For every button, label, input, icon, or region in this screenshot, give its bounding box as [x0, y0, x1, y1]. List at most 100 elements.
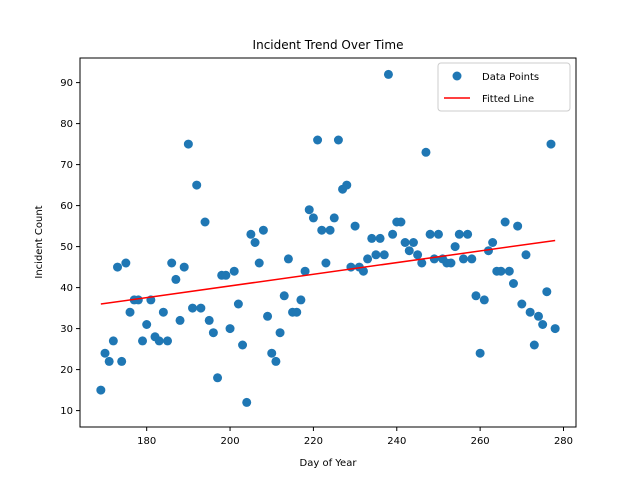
data-point: [413, 250, 423, 260]
data-point: [163, 336, 173, 346]
fitted-line: [100, 239, 556, 305]
y-tick-label: 80: [60, 119, 73, 130]
data-point: [471, 291, 481, 301]
data-point: [379, 250, 389, 260]
data-point: [246, 229, 256, 239]
x-tick-label: 200: [221, 436, 240, 447]
data-point: [263, 311, 273, 321]
data-point: [233, 299, 243, 309]
data-point: [508, 279, 518, 288]
data-point: [179, 262, 189, 272]
data-point: [542, 287, 552, 297]
data-point: [250, 238, 260, 247]
data-point: [458, 254, 468, 264]
data-point: [496, 266, 506, 276]
data-point: [313, 135, 323, 145]
x-tick-label: 220: [304, 436, 323, 447]
data-point: [488, 238, 498, 247]
x-axis-label: Day of Year: [300, 458, 358, 469]
data-point: [550, 324, 560, 334]
data-point: [104, 356, 114, 366]
data-point: [304, 205, 314, 215]
data-point: [521, 250, 531, 260]
data-point: [138, 336, 148, 346]
data-point: [325, 225, 335, 235]
data-point: [300, 266, 310, 276]
data-point: [404, 246, 414, 256]
y-tick-label: 50: [60, 242, 73, 253]
data-point: [400, 238, 410, 247]
data-point: [208, 328, 218, 338]
y-tick-label: 70: [60, 160, 73, 171]
data-point: [329, 213, 339, 223]
y-tick-label: 30: [60, 324, 73, 335]
data-point: [363, 254, 373, 264]
data-point: [429, 254, 439, 264]
data-point: [421, 147, 431, 157]
y-tick-label: 60: [60, 201, 73, 212]
data-point: [204, 315, 214, 325]
data-point: [425, 229, 435, 239]
data-point: [225, 324, 235, 334]
data-point: [396, 217, 406, 227]
data-point: [529, 340, 539, 350]
data-point: [283, 254, 293, 264]
data-point: [213, 373, 223, 383]
data-point: [267, 348, 277, 358]
data-point: [525, 307, 535, 317]
y-tick-label: 40: [60, 283, 73, 294]
data-point: [483, 246, 493, 256]
legend-label: Data Points: [482, 72, 539, 83]
x-tick-label: 280: [554, 436, 573, 447]
data-point: [475, 348, 485, 358]
data-point: [200, 217, 210, 227]
data-point: [479, 295, 489, 305]
data-point: [467, 254, 477, 264]
legend-label: Fitted Line: [482, 94, 534, 105]
data-point: [367, 233, 377, 243]
legend-box: [437, 62, 571, 112]
data-point: [142, 320, 152, 329]
data-point: [221, 270, 231, 280]
data-point: [346, 262, 356, 272]
legend-point-marker: [452, 71, 462, 81]
x-tick-label: 260: [471, 436, 490, 447]
data-point: [504, 266, 514, 276]
x-tick-label: 240: [387, 436, 406, 447]
data-point: [192, 180, 202, 190]
data-point: [538, 320, 548, 329]
data-point: [333, 135, 343, 145]
data-point: [133, 295, 143, 305]
data-point: [100, 348, 110, 358]
data-point: [171, 274, 181, 284]
data-point: [117, 356, 127, 366]
y-tick-label: 90: [60, 78, 73, 89]
data-point: [96, 385, 106, 395]
data-point: [517, 299, 527, 309]
data-point: [113, 262, 123, 272]
data-point: [196, 303, 206, 313]
data-point: [254, 258, 264, 268]
x-tick-label: 180: [137, 436, 156, 447]
data-point: [279, 291, 289, 301]
data-point: [175, 315, 185, 325]
data-point: [238, 340, 248, 350]
axes-frame: [79, 57, 577, 428]
data-point: [321, 258, 331, 268]
y-axis-label: Incident Count: [34, 205, 45, 278]
y-tick-label: 20: [60, 365, 73, 376]
data-point: [417, 258, 427, 268]
data-point: [258, 225, 268, 235]
data-point: [375, 233, 385, 243]
data-point: [513, 221, 523, 231]
data-point: [167, 258, 177, 268]
data-point: [308, 213, 318, 223]
data-point: [446, 258, 456, 268]
data-point: [358, 266, 368, 276]
data-point: [242, 397, 252, 407]
data-point: [342, 180, 352, 190]
data-point: [292, 307, 302, 317]
data-point: [500, 217, 510, 227]
data-point: [350, 221, 360, 231]
